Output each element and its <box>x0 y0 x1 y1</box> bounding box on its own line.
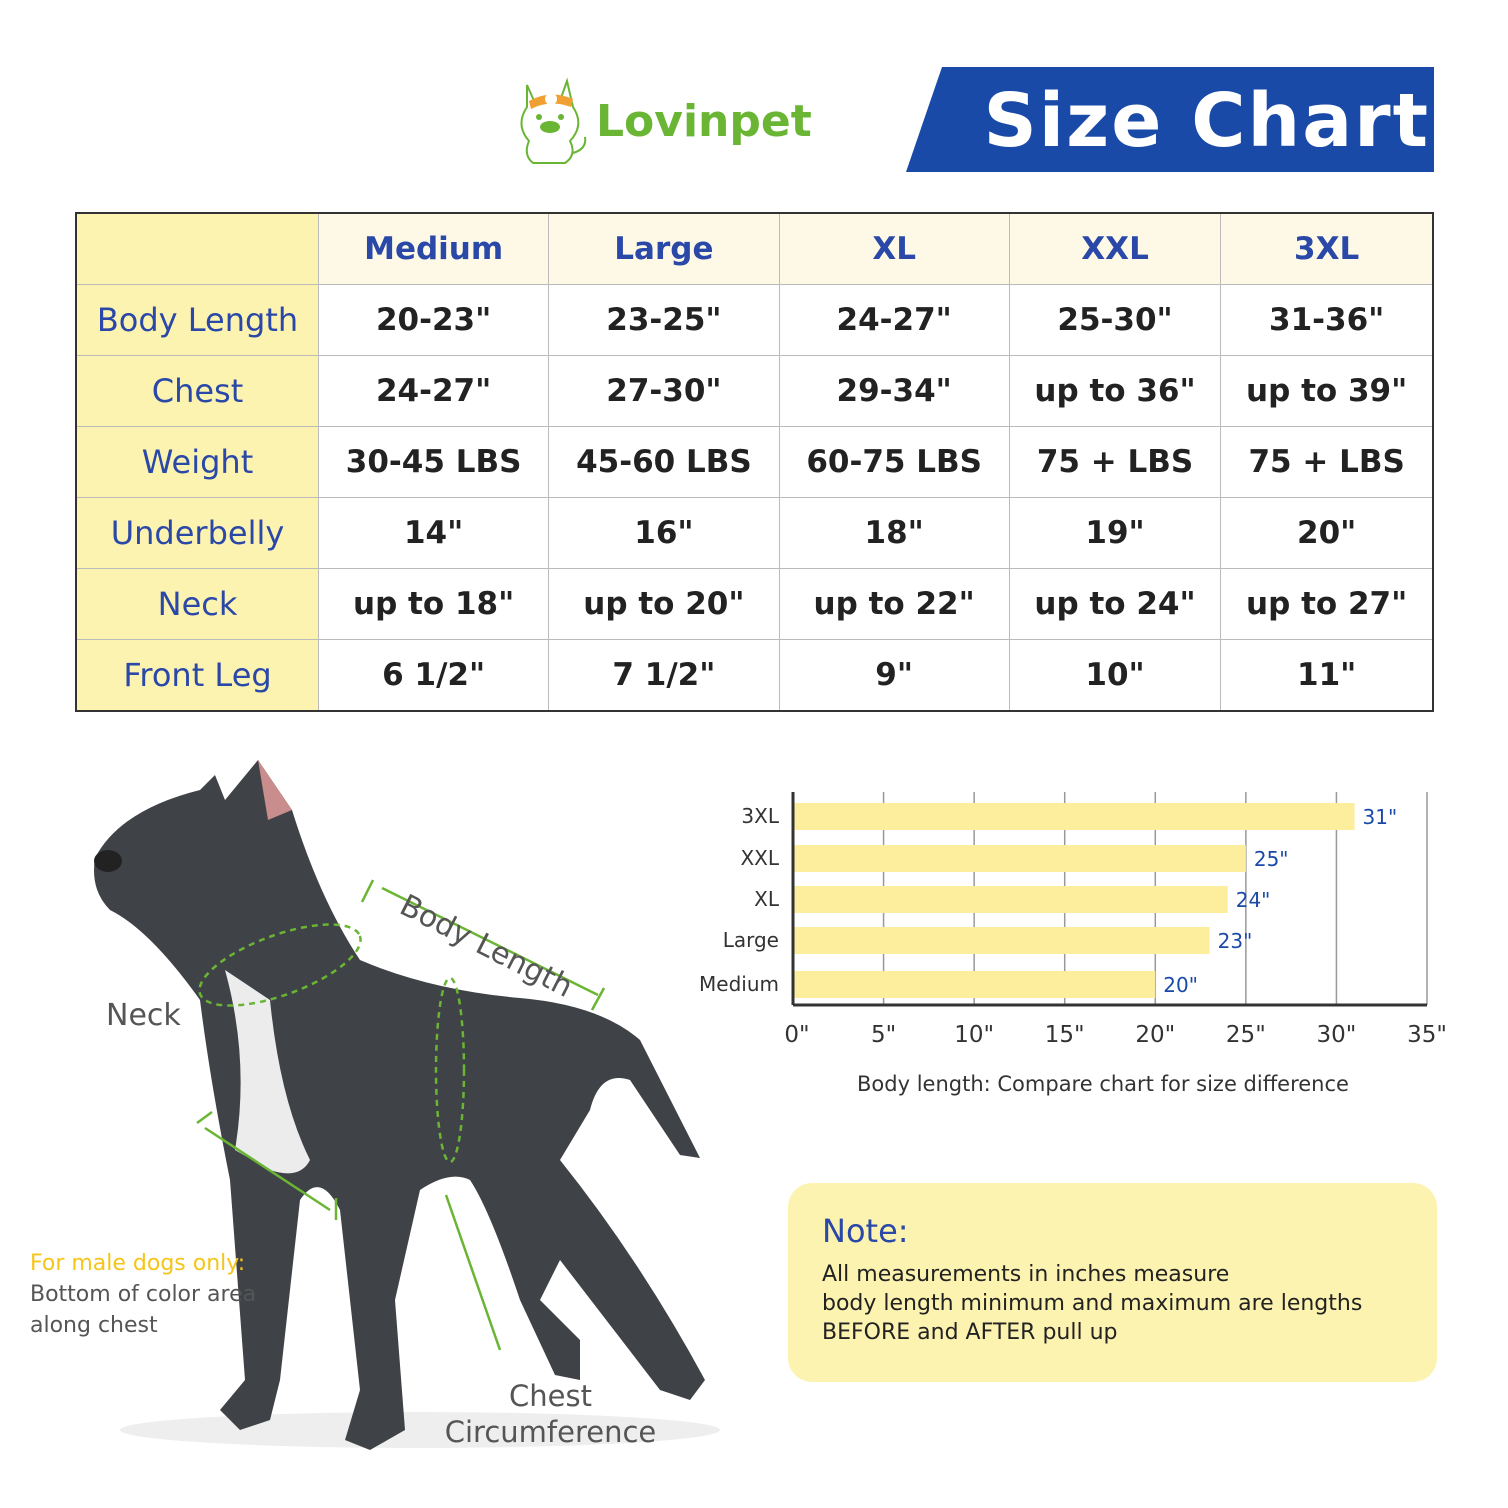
size-table: Medium Large XL XXL 3XL Body Length 20-23… <box>75 212 1434 712</box>
table-row: Front Leg 6 1/2" 7 1/2" 9" 10" 11" <box>75 639 1434 712</box>
x-tick-label: 10" <box>954 1022 994 1048</box>
column-header: Large <box>548 212 780 285</box>
chest-label-line1: Chest <box>509 1379 592 1413</box>
male-note-title: For male dogs only: <box>30 1251 246 1276</box>
column-header: 3XL <box>1220 212 1434 285</box>
table-cell: up to 22" <box>778 568 1010 640</box>
y-tick-label: XXL <box>740 846 779 870</box>
table-cell: 7 1/2" <box>548 639 780 712</box>
x-tick-label: 25" <box>1226 1022 1266 1048</box>
table-cell: up to 36" <box>1008 355 1222 427</box>
table-cell: 9" <box>778 639 1010 712</box>
table-cell: 20" <box>1220 497 1434 569</box>
table-cell: 27-30" <box>548 355 780 427</box>
table-row: Body Length 20-23" 23-25" 24-27" 25-30" 31-36… <box>75 284 1434 356</box>
table-row: Chest 24-27" 27-30" 29-34" up to 36" up to 39… <box>75 355 1434 427</box>
y-tick-label: 3XL <box>741 804 779 828</box>
table-cell: 30-45 LBS <box>317 426 550 498</box>
data-label: 23" <box>1218 929 1253 953</box>
y-tick-label: XL <box>754 887 780 911</box>
chest-circumference-label: Chest Circumference <box>443 1378 658 1450</box>
male-dog-note: For male dogs only: Bottom of color area… <box>30 1248 256 1341</box>
x-tick-label: 5" <box>871 1022 896 1048</box>
bar <box>793 886 1228 913</box>
table-cell: up to 24" <box>1008 568 1222 640</box>
table-header-row: Medium Large XL XXL 3XL <box>75 212 1434 285</box>
note-line: BEFORE and AFTER pull up <box>822 1320 1118 1345</box>
chest-label-line2: Circumference <box>444 1415 657 1449</box>
size-chart-banner <box>906 67 1434 172</box>
column-header: XXL <box>1008 212 1222 285</box>
table-cell: 11" <box>1220 639 1434 712</box>
table-corner <box>75 212 319 285</box>
row-header: Front Leg <box>75 639 319 712</box>
column-header: Medium <box>317 212 550 285</box>
dog-illustration <box>94 760 720 1450</box>
table-cell: 29-34" <box>778 355 1010 427</box>
table-cell: 31-36" <box>1220 284 1434 356</box>
x-tick-label: 35" <box>1407 1022 1447 1048</box>
table-cell: 60-75 LBS <box>778 426 1010 498</box>
table-cell: up to 20" <box>548 568 780 640</box>
table-cell: 6 1/2" <box>317 639 550 712</box>
table-cell: up to 18" <box>317 568 550 640</box>
page-title: Size Chart <box>983 78 1430 164</box>
chart-caption: Body length: Compare chart for size diff… <box>857 1072 1349 1096</box>
table-cell: 19" <box>1008 497 1222 569</box>
x-tick-label: 30" <box>1316 1022 1356 1048</box>
table-row: Underbelly 14" 16" 18" 19" 20" <box>75 497 1434 569</box>
table-cell: 75 + LBS <box>1220 426 1434 498</box>
data-label: 24" <box>1236 888 1271 912</box>
bar <box>793 803 1355 830</box>
row-header: Weight <box>75 426 319 498</box>
body-length-bar-chart: 0" 5" 10" 15" 20" 25" 30" 35" 3XL 31" XXL 25" XL 24" L… <box>699 792 1447 1096</box>
male-note-line: along chest <box>30 1313 158 1338</box>
table-row: Neck up to 18" up to 20" up to 22" up to 24"… <box>75 568 1434 640</box>
y-tick-label: Large <box>723 928 779 952</box>
x-tick-label: 0" <box>784 1022 809 1048</box>
table-cell: up to 27" <box>1220 568 1434 640</box>
table-cell: 16" <box>548 497 780 569</box>
brand-name: Lovinpet <box>596 96 812 147</box>
row-header: Neck <box>75 568 319 640</box>
bar <box>793 971 1156 998</box>
note-title: Note: <box>822 1212 909 1250</box>
row-header: Body Length <box>75 284 319 356</box>
table-cell: 24-27" <box>317 355 550 427</box>
bar <box>793 845 1246 872</box>
table-cell: 10" <box>1008 639 1222 712</box>
bar <box>793 927 1210 954</box>
note-line: body length minimum and maximum are leng… <box>822 1291 1363 1316</box>
note-box <box>788 1183 1437 1382</box>
x-tick-label: 15" <box>1045 1022 1085 1048</box>
table-cell: 20-23" <box>317 284 550 356</box>
row-header: Chest <box>75 355 319 427</box>
table-cell: 45-60 LBS <box>548 426 780 498</box>
male-note-line: Bottom of color area <box>30 1282 257 1307</box>
table-cell: 24-27" <box>778 284 1010 356</box>
table-cell: 25-30" <box>1008 284 1222 356</box>
lovinpet-cat-logo-icon <box>520 77 587 164</box>
table-cell: 23-25" <box>548 284 780 356</box>
column-header: XL <box>778 212 1010 285</box>
table-row: Weight 30-45 LBS 45-60 LBS 60-75 LBS 75 + LB… <box>75 426 1434 498</box>
x-tick-label: 20" <box>1135 1022 1175 1048</box>
table-cell: 75 + LBS <box>1008 426 1222 498</box>
row-header: Underbelly <box>75 497 319 569</box>
table-cell: up to 39" <box>1220 355 1434 427</box>
data-label: 25" <box>1254 847 1289 871</box>
neck-label: Neck <box>106 998 181 1033</box>
dog-measurement-diagram <box>94 760 720 1450</box>
data-label: 20" <box>1163 973 1198 997</box>
table-cell: 14" <box>317 497 550 569</box>
measurement-guides <box>196 879 606 1351</box>
note-line: All measurements in inches measure <box>822 1262 1230 1287</box>
data-label: 31" <box>1363 805 1398 829</box>
table-cell: 18" <box>778 497 1010 569</box>
y-tick-label: Medium <box>699 972 779 996</box>
